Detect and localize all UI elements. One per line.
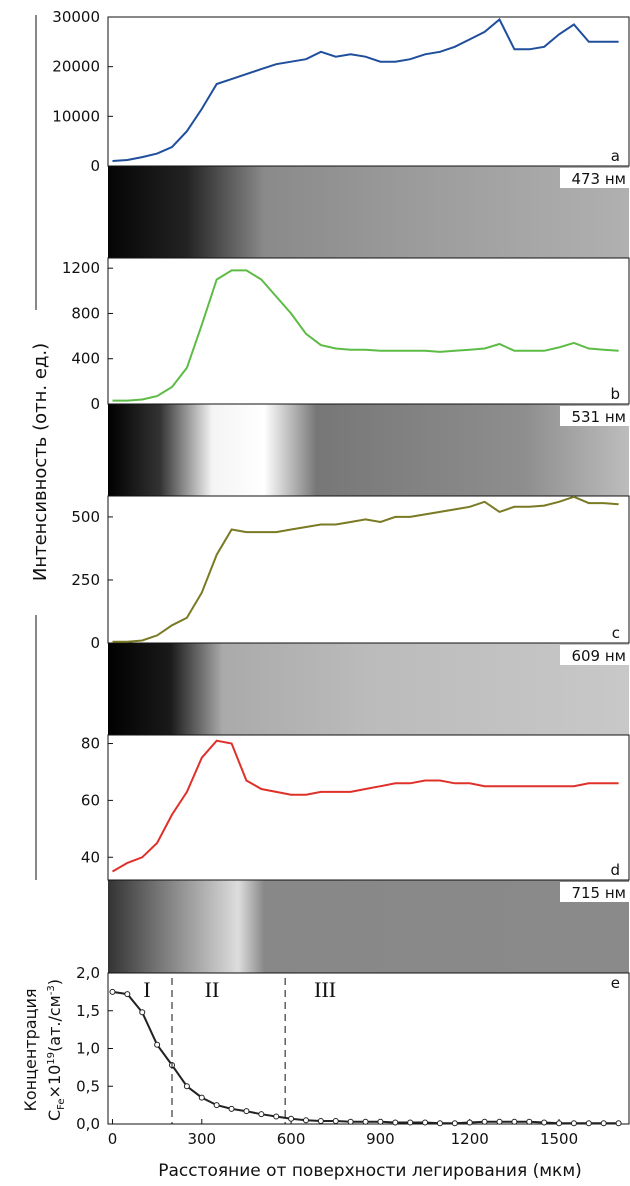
data-point: [273, 1113, 280, 1120]
data-point: [198, 1094, 205, 1101]
data-point: [139, 1009, 146, 1016]
plot-bg: [109, 18, 628, 165]
y-axis-label: CFe×1019(ат./см-3): [45, 979, 67, 1121]
data-point: [317, 1117, 324, 1124]
y-tick-label: 0: [90, 157, 100, 175]
y-tick-label: 40: [81, 848, 100, 866]
region-label: III: [314, 977, 336, 1002]
region-label: II: [205, 977, 220, 1002]
plot-frame: [107, 257, 630, 405]
plot-bg: [109, 259, 628, 403]
data-point: [600, 1120, 607, 1127]
plot-frame: [107, 16, 630, 167]
wavelength-label: 715 нм: [571, 884, 626, 902]
label-box: [560, 406, 629, 426]
data-point: [511, 1118, 518, 1125]
plot-bg: [109, 497, 628, 642]
data-point: [288, 1115, 295, 1122]
data-point: [228, 1105, 235, 1112]
data-line: [112, 269, 619, 402]
data-point: [302, 1117, 309, 1124]
y-tick-label: 1,5: [76, 1002, 100, 1020]
y-tick-label: 30000: [52, 8, 100, 26]
micrograph: [108, 166, 629, 258]
data-line: [112, 495, 619, 643]
plot-bg: [109, 736, 628, 879]
y-tick-label: 80: [81, 735, 100, 753]
y-tick-label: 0: [90, 634, 100, 652]
y-tick-label: 20000: [52, 58, 100, 76]
data-point: [183, 1083, 190, 1090]
y-tick-label: 1,0: [76, 1040, 100, 1058]
data-point: [541, 1119, 548, 1126]
data-point: [392, 1119, 399, 1126]
y-tick-label: 10000: [52, 107, 100, 125]
data-point: [347, 1118, 354, 1125]
data-point: [451, 1120, 458, 1127]
panel-letter: e: [611, 974, 620, 992]
label-box: [560, 645, 629, 665]
data-point: [615, 1120, 622, 1127]
wavelength-label: 609 нм: [571, 647, 626, 665]
label-box: [560, 168, 629, 188]
panel-letter: c: [612, 624, 620, 642]
y-tick-label: 0,5: [76, 1077, 100, 1095]
data-point: [407, 1119, 414, 1126]
panel-letter: a: [611, 147, 620, 165]
y-tick-label: 1200: [62, 259, 100, 277]
data-point: [258, 1111, 265, 1118]
micrograph: [108, 404, 629, 496]
panel-letter: b: [610, 385, 620, 403]
data-point: [124, 991, 131, 998]
data-point: [481, 1118, 488, 1125]
x-tick-label: 900: [366, 1130, 395, 1148]
y-tick-label: 60: [81, 791, 100, 809]
data-line: [112, 739, 619, 873]
data-line: [112, 17, 619, 162]
data-point: [526, 1118, 533, 1125]
data-point: [585, 1120, 592, 1127]
y-axis-label: Концентрация: [21, 989, 40, 1112]
y-axis-label: Интенсивность (отн. ед.): [30, 343, 51, 581]
data-point: [556, 1120, 563, 1127]
x-tick-label: 1500: [540, 1130, 578, 1148]
y-tick-label: 0: [90, 395, 100, 413]
plot-frame: [107, 495, 630, 644]
micrograph: [108, 880, 629, 973]
data-point: [154, 1041, 161, 1048]
data-point: [436, 1120, 443, 1127]
data-point: [362, 1118, 369, 1125]
data-point: [496, 1118, 503, 1125]
y-tick-label: 0,0: [76, 1115, 100, 1133]
wavelength-label: 473 нм: [571, 170, 626, 188]
plot-frame: [107, 972, 630, 1125]
y-tick-label: 2,0: [76, 964, 100, 982]
y-tick-label: 800: [71, 304, 100, 322]
panel-letter: d: [610, 861, 620, 879]
y-tick-label: 400: [71, 350, 100, 368]
label-box: [560, 882, 629, 902]
data-point: [332, 1117, 339, 1124]
data-point: [570, 1120, 577, 1127]
data-point: [466, 1119, 473, 1126]
x-axis-label: Расстояние от поверхности легирования (м…: [158, 1161, 582, 1181]
x-tick-label: 600: [277, 1130, 306, 1148]
y-tick-label: 500: [71, 508, 100, 526]
data-point: [377, 1118, 384, 1125]
plot-frame: [107, 734, 630, 881]
data-point: [213, 1102, 220, 1109]
wavelength-label: 531 нм: [571, 408, 626, 426]
x-tick-label: 0: [108, 1130, 118, 1148]
data-point: [243, 1108, 250, 1115]
region-label: I: [143, 977, 150, 1002]
y-tick-label: 250: [71, 571, 100, 589]
data-point: [422, 1119, 429, 1126]
micrograph: [108, 643, 629, 735]
x-tick-label: 1200: [451, 1130, 489, 1148]
data-point: [109, 988, 116, 995]
x-tick-label: 300: [187, 1130, 216, 1148]
